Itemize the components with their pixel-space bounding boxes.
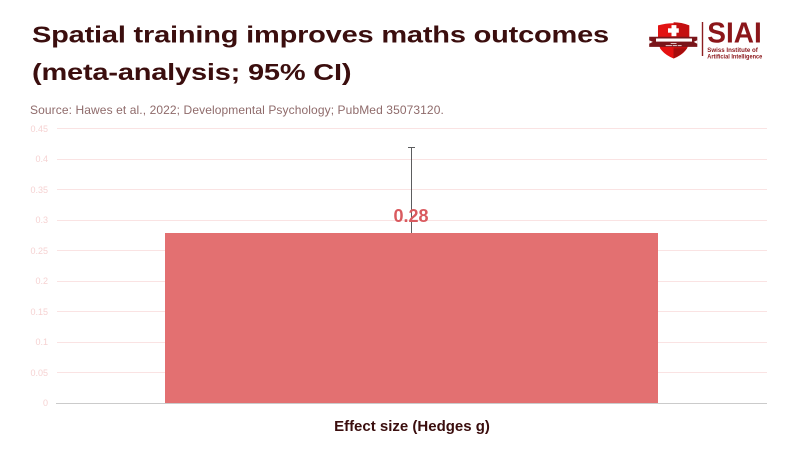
- svg-text:Artificial Intelligence: Artificial Intelligence: [707, 54, 762, 61]
- svg-text:SIAI: SIAI: [707, 18, 762, 50]
- svg-text:Swiss Institute of: Swiss Institute of: [707, 47, 758, 54]
